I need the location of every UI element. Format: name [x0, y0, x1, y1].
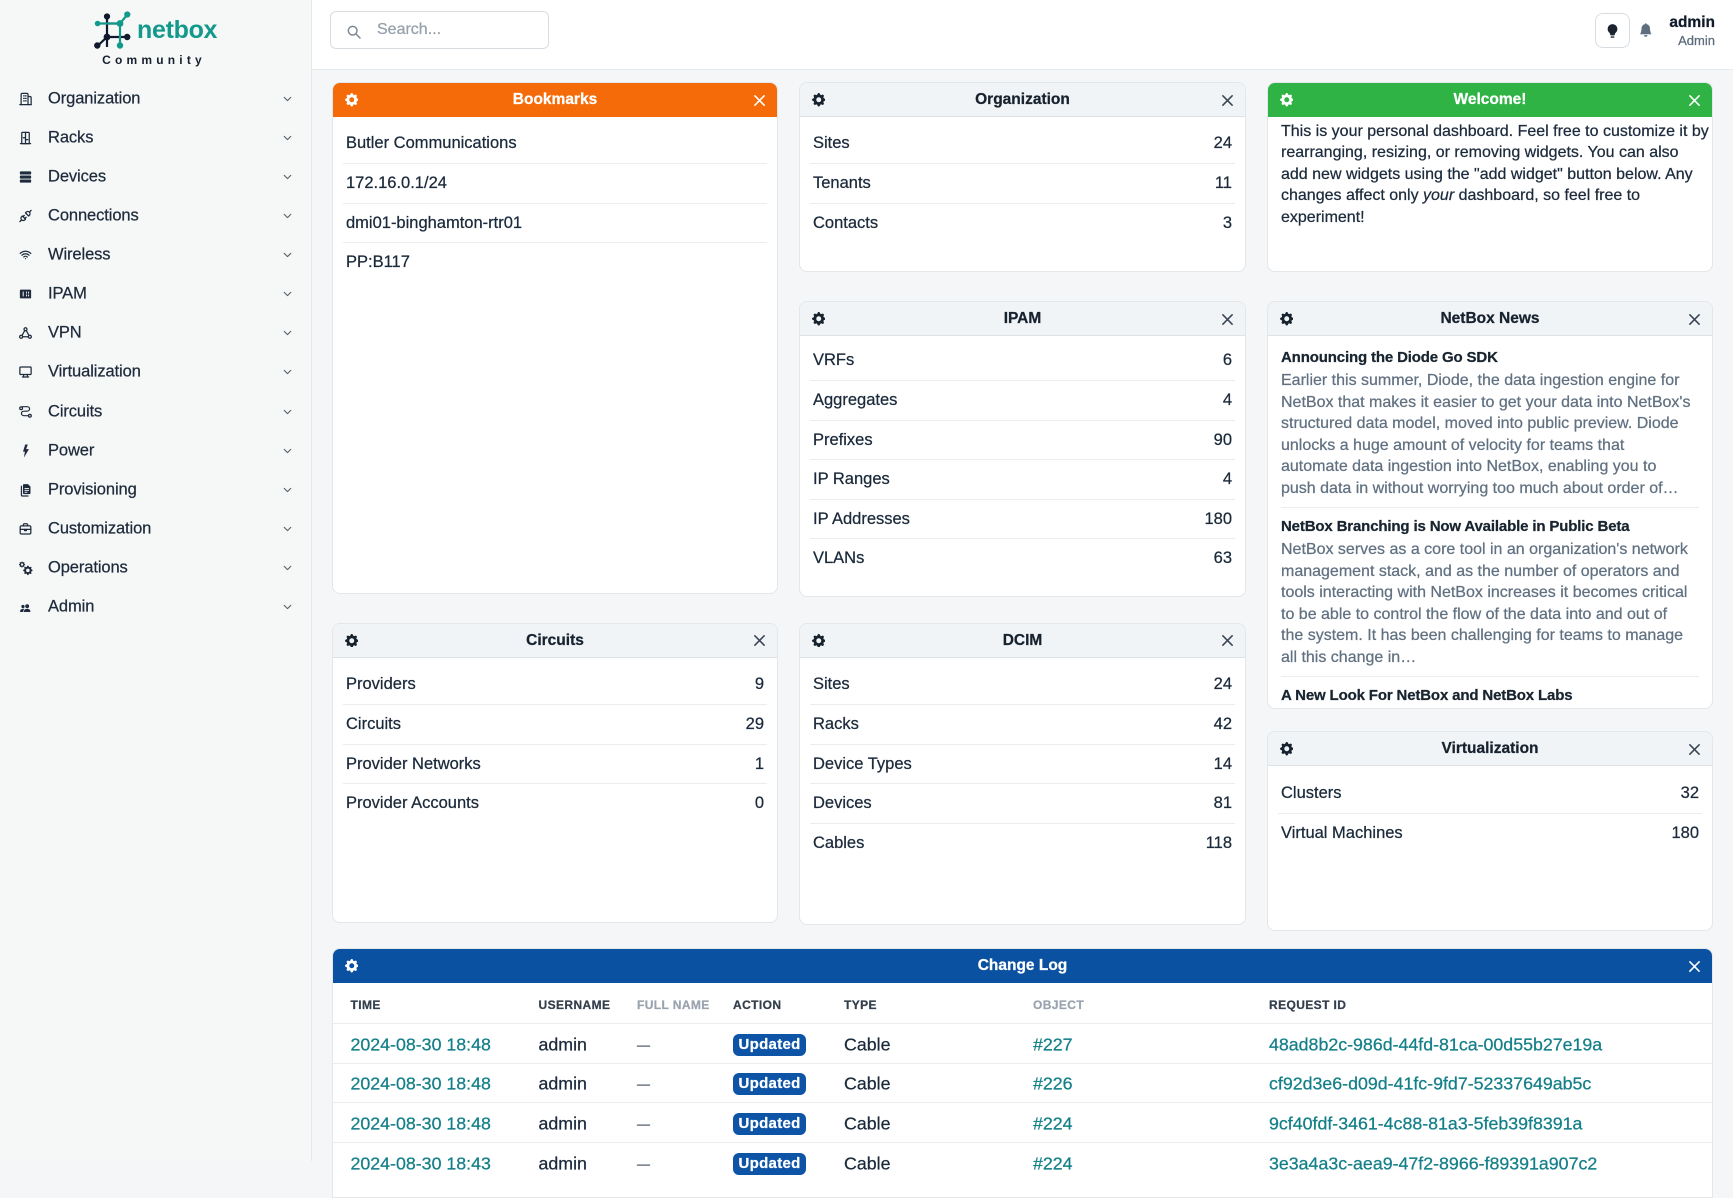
svg-text:netbox: netbox	[137, 16, 218, 44]
svg-text:Community: Community	[102, 53, 206, 67]
